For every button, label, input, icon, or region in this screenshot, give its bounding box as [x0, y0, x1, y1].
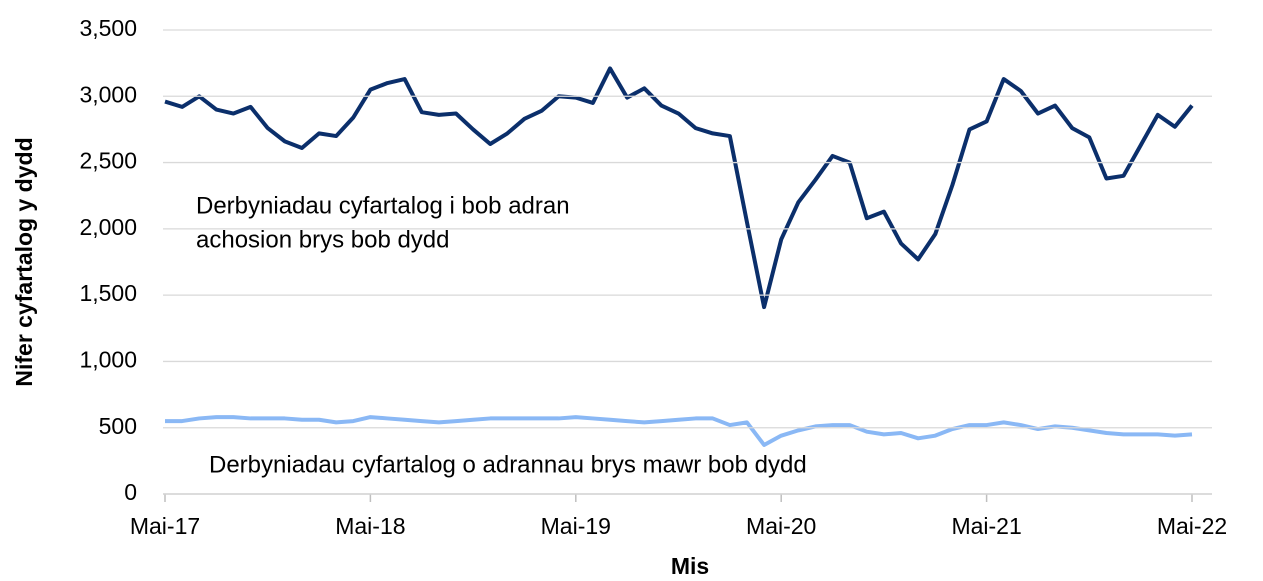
y-tick-label: 2,500 [79, 148, 137, 174]
series-line [165, 415, 1193, 447]
y-tick-label: 1,500 [79, 280, 137, 306]
y-tick-label: 2,000 [79, 214, 137, 240]
x-tick-label: Mai-21 [951, 513, 1021, 539]
x-tick-label: Mai-17 [130, 513, 200, 539]
y-tick-label: 1,000 [79, 347, 137, 373]
y-tick-label: 3,500 [79, 15, 137, 41]
y-tick-label: 0 [124, 479, 137, 505]
annotation: achosion brys bob dydd [196, 226, 450, 253]
x-axis-title: Mis [671, 553, 709, 579]
x-tick-label: Mai-18 [335, 513, 405, 539]
x-tick-label: Mai-22 [1157, 513, 1227, 539]
series-line [164, 66, 1194, 310]
annotation: Derbyniadau cyfartalog i bob adran [196, 192, 570, 219]
x-tick-label: Mai-19 [541, 513, 611, 539]
y-tick-label: 500 [99, 413, 137, 439]
y-tick-label: 3,000 [79, 81, 137, 107]
y-axis-title: Nifer cyfartalog y dydd [11, 137, 37, 386]
annotation: Derbyniadau cyfartalog o adrannau brys m… [209, 451, 807, 478]
x-tick-label: Mai-20 [746, 513, 816, 539]
